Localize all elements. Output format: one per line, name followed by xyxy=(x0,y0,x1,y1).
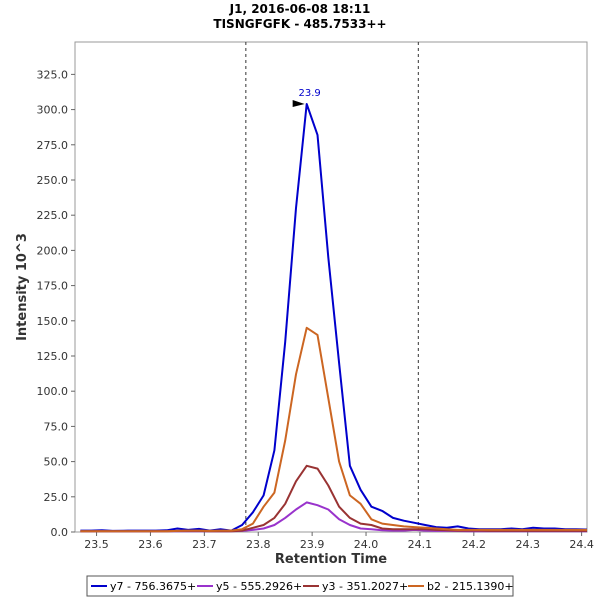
series-lines xyxy=(80,103,588,533)
x-tick-label: 23.6 xyxy=(138,538,163,551)
x-tick-label: 23.7 xyxy=(192,538,217,551)
legend-items: y7 - 756.3675+ y5 - 555.2926+ y3 - 351.202… xyxy=(91,580,514,593)
x-tick-label: 24.0 xyxy=(354,538,379,551)
y-tick-label: 125.0 xyxy=(37,350,69,363)
y-tick-label: 100.0 xyxy=(37,385,69,398)
chart-title: J1, 2016-06-08 18:11 xyxy=(229,2,371,16)
y-tick-label: 300.0 xyxy=(37,104,69,117)
y-tick-label: 275.0 xyxy=(37,139,69,152)
y-tick-label: 250.0 xyxy=(37,174,69,187)
y-tick-label: 175.0 xyxy=(37,280,69,293)
y-axis: 0.0 25.0 50.0 75.0 100.0 125.0 150.0 175.0 200.0… xyxy=(37,68,75,539)
integration-bounds xyxy=(245,42,419,532)
peak-label: 23.9 xyxy=(299,88,321,99)
x-tick-label: 23.5 xyxy=(84,538,109,551)
series-line xyxy=(80,326,587,533)
x-tick-label: 24.2 xyxy=(462,538,487,551)
x-tick-label: 24.1 xyxy=(408,538,433,551)
legend xyxy=(86,575,514,597)
y-tick-label: 0.0 xyxy=(51,526,69,539)
x-tick-label: 24.4 xyxy=(569,538,594,551)
y-tick-label: 325.0 xyxy=(37,68,69,81)
x-tick-label: 23.9 xyxy=(300,538,325,551)
legend-label: b2 - 215.1390+ xyxy=(427,580,514,593)
y-tick-label: 25.0 xyxy=(44,491,69,504)
x-axis-label: Retention Time xyxy=(275,552,387,567)
x-axis: 23.5 23.6 23.7 23.8 23.9 24.0 24.1 24.2 24.3 24.4 xyxy=(84,532,594,551)
y-tick-label: 75.0 xyxy=(44,420,69,433)
y-axis-label: Intensity 10^3 xyxy=(15,233,30,341)
chart-subtitle: TISNGFGFK - 485.7533++ xyxy=(213,17,386,31)
y-tick-label: 200.0 xyxy=(37,244,69,257)
y-tick-label: 150.0 xyxy=(37,315,69,328)
legend-label: y3 - 351.2027+ xyxy=(322,580,408,593)
y-tick-label: 225.0 xyxy=(37,209,69,222)
x-tick-label: 23.8 xyxy=(246,538,271,551)
x-tick-label: 24.3 xyxy=(515,538,540,551)
peak-annotation: 23.9 xyxy=(292,88,321,107)
legend-label: y7 - 756.3675+ xyxy=(110,580,196,593)
legend-label: y5 - 555.2926+ xyxy=(216,580,302,593)
peak-arrow xyxy=(292,99,305,107)
y-tick-label: 50.0 xyxy=(44,456,69,469)
